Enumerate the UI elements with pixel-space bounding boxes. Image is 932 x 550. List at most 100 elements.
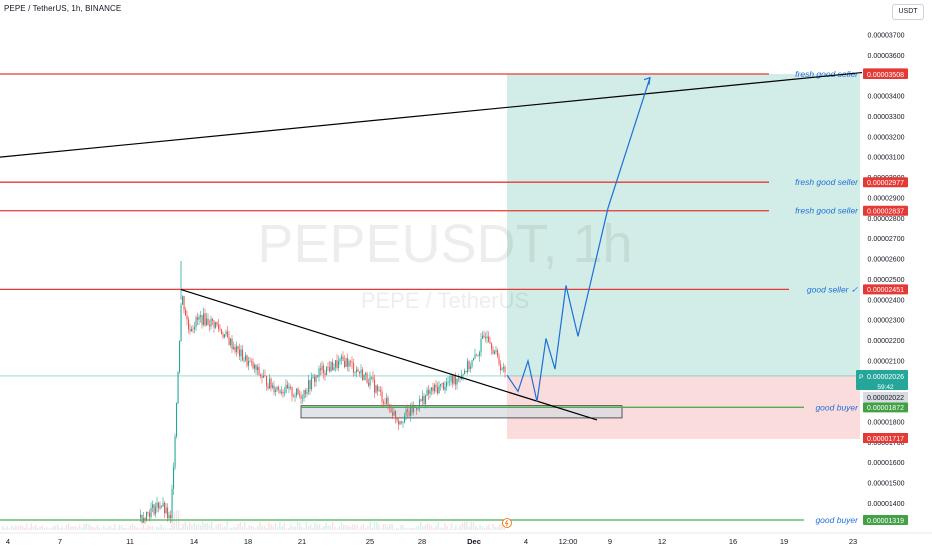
candle	[380, 390, 382, 392]
candle	[209, 324, 211, 327]
candle	[405, 409, 407, 416]
candle	[144, 518, 146, 521]
volume-bar	[277, 527, 279, 530]
candle	[207, 318, 209, 325]
volume-bar	[347, 525, 349, 530]
candle	[257, 366, 259, 371]
candle	[246, 355, 248, 366]
volume-bar	[475, 525, 477, 530]
candle	[470, 366, 472, 370]
volume-bar	[490, 528, 492, 530]
candle	[284, 392, 286, 394]
candle	[459, 378, 461, 380]
candle	[455, 376, 457, 385]
y-tick-label: 0.00003300	[868, 114, 905, 121]
candle	[419, 399, 421, 409]
volume-bar	[499, 523, 501, 530]
volume-bar	[376, 522, 378, 530]
candle	[263, 375, 265, 378]
y-tick-label: 0.00002300	[868, 318, 905, 325]
candle	[326, 366, 328, 376]
current-price-label: 0.00002026	[867, 374, 904, 381]
volume-bar	[72, 526, 74, 530]
candle	[440, 383, 442, 386]
volume-bar	[50, 527, 52, 530]
y-tick-label: 0.00003200	[868, 134, 905, 141]
x-tick-label: Dec	[467, 537, 481, 546]
candle	[183, 296, 185, 311]
candle	[300, 395, 302, 399]
volume-bar	[395, 528, 398, 530]
volume-bar	[424, 525, 426, 530]
candle	[473, 358, 475, 361]
candle	[149, 512, 151, 518]
volume-bar	[349, 527, 351, 530]
volume-bar	[10, 525, 13, 530]
candle	[251, 361, 253, 363]
candle	[225, 331, 227, 335]
volume-bar	[101, 528, 103, 530]
volume-bar	[439, 527, 442, 530]
volume-bar	[301, 526, 303, 530]
candle	[165, 507, 167, 514]
support-box	[300, 405, 623, 419]
volume-bar	[48, 528, 50, 530]
candle	[155, 507, 157, 515]
candle	[161, 506, 163, 507]
horizontal-levels: fresh good seller fresh good seller fresh …	[0, 69, 859, 525]
volume-bar	[65, 524, 68, 530]
candle	[294, 395, 296, 397]
y-tick-label: 0.00001800	[868, 419, 905, 426]
volume-bar	[250, 525, 252, 530]
candle	[153, 504, 155, 515]
candle	[264, 375, 266, 376]
volume-bar	[164, 528, 167, 530]
volume-bar	[340, 522, 343, 530]
volume-bar	[501, 522, 503, 530]
volume-bar	[211, 521, 213, 530]
current-countdown: 59:42	[877, 384, 894, 391]
volume-bar	[70, 526, 72, 530]
volume-bar	[497, 527, 499, 530]
volume-bar	[246, 528, 248, 530]
volume-bar	[283, 522, 285, 530]
volume-bar	[426, 522, 428, 530]
volume-bar	[422, 526, 424, 530]
volume-bar	[59, 528, 61, 530]
candle	[266, 375, 268, 386]
price-axis: 0.00003700 0.00003600 0.00003400 0.00003300…	[868, 32, 905, 508]
candle	[350, 361, 352, 362]
volume-bar	[241, 526, 244, 530]
candle	[497, 350, 499, 357]
candle	[444, 387, 446, 390]
volume-bar	[334, 527, 336, 530]
candle	[443, 382, 445, 390]
candle	[359, 371, 361, 374]
projected-arrow-head	[643, 76, 651, 85]
level-annotation: good buyer	[815, 515, 859, 525]
volume-bar	[299, 522, 301, 530]
candle	[494, 351, 496, 354]
candle	[372, 376, 374, 380]
candle	[173, 467, 175, 489]
currency-button[interactable]: USDT	[892, 4, 924, 20]
volume-bar	[360, 525, 362, 530]
candle	[456, 378, 458, 385]
volume-bar	[52, 526, 54, 530]
candle	[218, 324, 220, 329]
volume-bar	[134, 526, 136, 530]
volume-bar	[160, 524, 162, 530]
volume-bar	[252, 526, 255, 530]
candle	[299, 394, 301, 396]
candle	[152, 504, 154, 508]
candle	[378, 390, 380, 391]
volume-bar	[415, 526, 417, 530]
volume-bar	[461, 522, 464, 530]
candle	[210, 318, 212, 327]
volume-bar	[444, 522, 446, 530]
volume-bar	[362, 524, 365, 530]
volume-bar	[206, 522, 208, 530]
candle	[189, 329, 191, 332]
candle	[453, 376, 455, 384]
